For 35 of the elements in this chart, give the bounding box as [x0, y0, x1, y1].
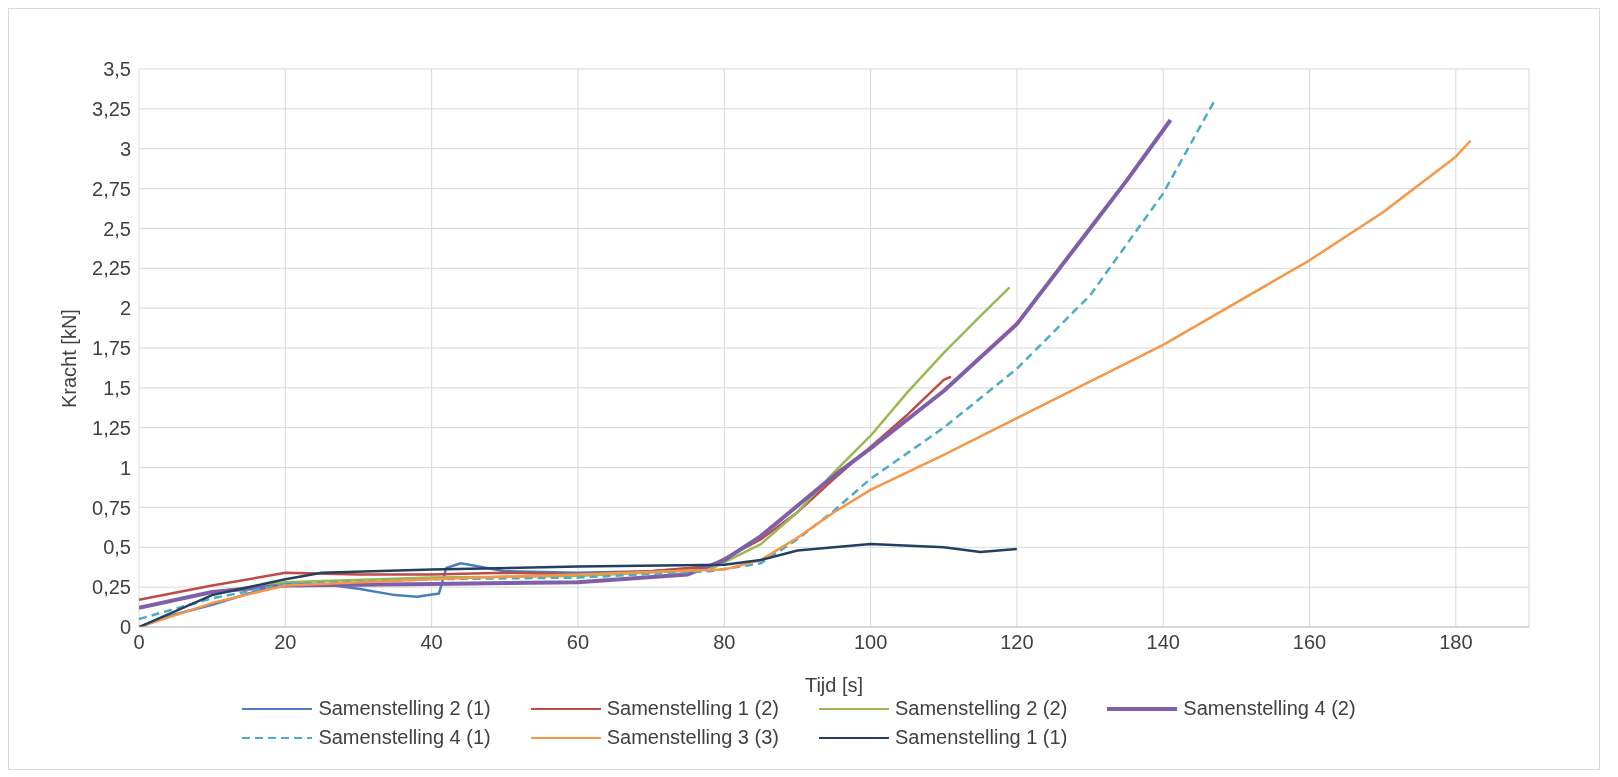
- y-tick-label: 1,25: [92, 416, 131, 439]
- x-tick-label: 80: [713, 631, 736, 654]
- y-tick-label: 0,75: [92, 496, 131, 519]
- x-tick-label: 40: [420, 631, 443, 654]
- y-tick-label: 0,5: [103, 536, 131, 559]
- y-tick-label: 0: [119, 616, 131, 639]
- y-tick-label: 2,5: [103, 217, 131, 240]
- legend-label: Samenstelling 4 (1): [318, 726, 491, 749]
- y-tick-label: 1,75: [92, 337, 131, 360]
- x-tick-label: 120: [1000, 631, 1034, 654]
- legend-label: Samenstelling 1 (2): [606, 697, 779, 720]
- y-tick-label: 1,5: [103, 376, 131, 399]
- line-series: [139, 542, 1019, 627]
- x-tick-label: 20: [274, 631, 297, 654]
- legend-label: Samenstelling 4 (2): [1183, 697, 1356, 720]
- x-tick-label: 0: [133, 631, 145, 654]
- y-tick-label: 1: [119, 456, 131, 479]
- y-tick-label: 3,5: [103, 58, 131, 81]
- y-tick-label: 2,75: [92, 177, 131, 200]
- x-tick-label: 160: [1292, 631, 1327, 654]
- legend-label: Samenstelling 2 (1): [318, 697, 491, 720]
- x-tick-label: 180: [1439, 631, 1473, 654]
- y-tick-label: 2,25: [92, 257, 131, 280]
- x-axis-title: Tijd [s]: [804, 674, 864, 696]
- y-tick-label: 3,25: [92, 97, 131, 120]
- legend-label: Samenstelling 2 (2): [895, 697, 1068, 720]
- y-tick-label: 0,25: [92, 576, 131, 599]
- legend-label: Samenstelling 1 (1): [895, 726, 1068, 749]
- x-tick-label: 140: [1146, 631, 1180, 654]
- x-tick-label: 60: [566, 631, 590, 654]
- x-tick-label: 100: [853, 631, 888, 654]
- y-tick-label: 3: [119, 137, 131, 160]
- y-axis-title: Kracht [kN]: [58, 309, 81, 408]
- legend-label: Samenstelling 3 (3): [606, 726, 779, 749]
- y-tick-label: 2: [119, 297, 131, 320]
